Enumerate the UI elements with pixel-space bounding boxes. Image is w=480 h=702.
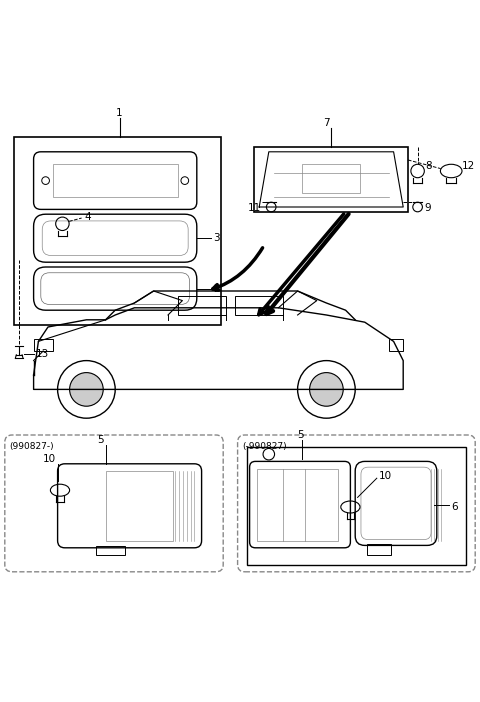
Bar xyxy=(106,471,173,541)
Text: 1: 1 xyxy=(116,108,122,119)
Text: 11: 11 xyxy=(248,204,261,213)
Text: 7: 7 xyxy=(323,118,330,128)
Bar xyxy=(34,339,53,351)
Text: 4: 4 xyxy=(84,211,91,222)
Bar xyxy=(367,545,391,555)
Circle shape xyxy=(70,373,103,406)
Text: 5: 5 xyxy=(97,435,104,445)
Bar xyxy=(302,164,360,192)
Bar xyxy=(235,296,283,315)
Text: (990827-): (990827-) xyxy=(10,442,54,451)
Text: 3: 3 xyxy=(214,233,220,243)
Bar xyxy=(247,447,466,564)
Text: 13: 13 xyxy=(36,350,49,359)
Text: 2: 2 xyxy=(214,284,220,293)
Text: 8: 8 xyxy=(425,161,432,171)
FancyArrowPatch shape xyxy=(266,214,348,314)
Text: 10: 10 xyxy=(379,471,392,481)
Bar xyxy=(53,164,178,197)
Text: 10: 10 xyxy=(43,454,56,464)
Bar xyxy=(178,296,226,315)
Circle shape xyxy=(310,373,343,406)
Bar xyxy=(254,147,408,212)
Bar xyxy=(257,469,338,541)
Bar xyxy=(389,339,403,351)
Text: 12: 12 xyxy=(462,161,475,171)
Bar xyxy=(14,138,221,324)
Text: 9: 9 xyxy=(425,204,432,213)
Text: 5: 5 xyxy=(297,430,303,440)
Text: 6: 6 xyxy=(451,502,458,512)
Bar xyxy=(96,546,125,555)
Text: (-990827): (-990827) xyxy=(242,442,287,451)
